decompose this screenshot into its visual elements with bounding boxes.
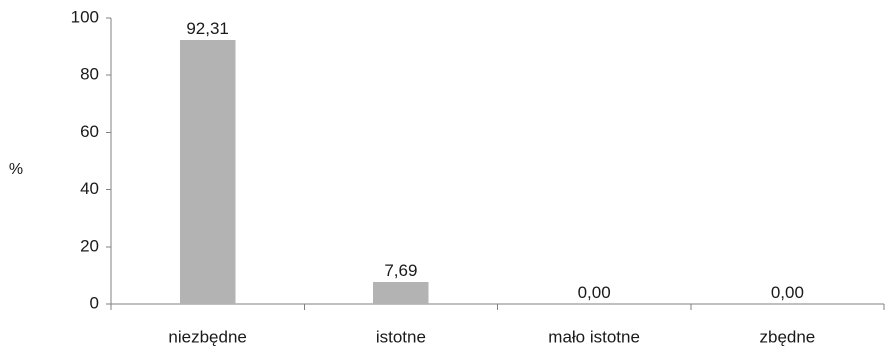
data-label: 0,00 (578, 283, 611, 302)
y-tick-label: 60 (80, 122, 99, 141)
y-tick-label: 80 (80, 65, 99, 84)
bar-1 (373, 282, 429, 304)
bar-0 (179, 39, 236, 304)
x-axis: niezbędne istotne mało istotne zbędne (110, 303, 885, 346)
data-label: 0,00 (771, 283, 804, 302)
category-label: mało istotne (548, 327, 640, 346)
y-tick-label: 0 (90, 293, 99, 312)
y-tick-label: 100 (71, 7, 99, 26)
data-label: 92,31 (186, 19, 229, 38)
y-axis: 0 20 40 60 80 100 (71, 7, 112, 312)
category-label: istotne (376, 327, 426, 346)
category-label: zbędne (759, 327, 815, 346)
y-tick-label: 40 (80, 179, 99, 198)
y-axis-title: % (9, 161, 23, 178)
data-labels: 92,31 7,69 0,00 0,00 (186, 19, 804, 302)
category-label: niezbędne (168, 327, 246, 346)
bars (179, 39, 429, 304)
data-label: 7,69 (384, 261, 417, 280)
y-tick-label: 20 (80, 236, 99, 255)
